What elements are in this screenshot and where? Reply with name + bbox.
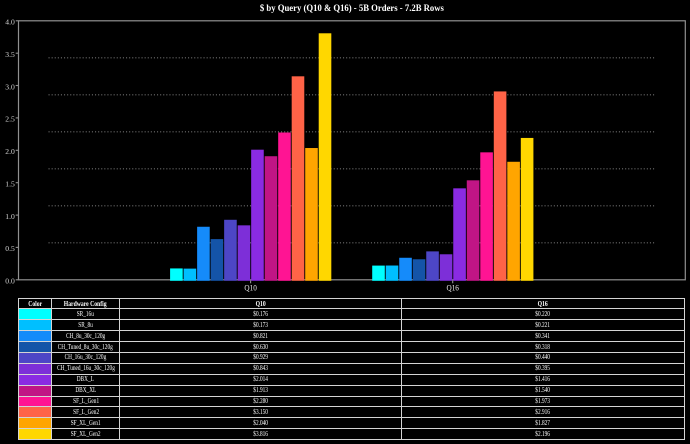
svg-text:Q16: Q16 <box>447 283 459 292</box>
svg-text:Q10: Q10 <box>244 283 256 292</box>
svg-text:2.5: 2.5 <box>5 115 15 124</box>
svg-text:3.0: 3.0 <box>5 82 15 91</box>
svg-text:0.5: 0.5 <box>5 244 15 253</box>
svg-text:3.5: 3.5 <box>5 50 15 59</box>
svg-text:2.0: 2.0 <box>5 147 15 156</box>
svg-text:1.5: 1.5 <box>5 180 15 189</box>
svg-text:$ by Query (Q10 & Q16) - 5B Or: $ by Query (Q10 & Q16) - 5B Orders - 7.2… <box>260 3 444 13</box>
svg-text:1.0: 1.0 <box>5 212 15 221</box>
svg-text:4.0: 4.0 <box>5 18 15 27</box>
svg-text:0.0: 0.0 <box>5 277 15 286</box>
